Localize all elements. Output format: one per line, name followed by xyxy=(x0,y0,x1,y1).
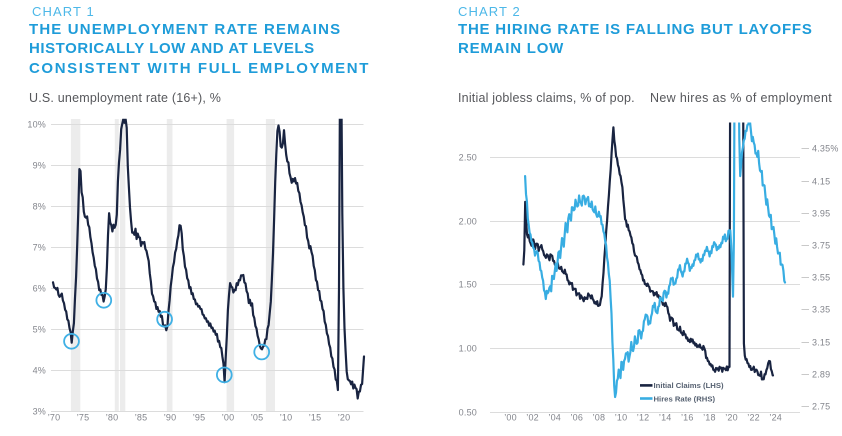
svg-text:’20: ’20 xyxy=(338,413,351,423)
svg-text:5%: 5% xyxy=(33,325,46,335)
svg-text:Hires Rate (RHS): Hires Rate (RHS) xyxy=(654,394,716,403)
svg-text:4.35%: 4.35% xyxy=(812,144,839,154)
svg-text:3.15: 3.15 xyxy=(812,338,830,348)
svg-text:’04: ’04 xyxy=(548,413,561,423)
svg-text:’00: ’00 xyxy=(504,413,517,423)
svg-text:Initial Claims (LHS): Initial Claims (LHS) xyxy=(654,381,724,390)
svg-text:3%: 3% xyxy=(33,407,46,417)
svg-text:’70: ’70 xyxy=(48,413,61,423)
svg-text:8%: 8% xyxy=(33,202,46,212)
svg-text:’22: ’22 xyxy=(747,413,760,423)
svg-text:’24: ’24 xyxy=(769,413,782,423)
svg-text:1.00: 1.00 xyxy=(459,344,477,354)
svg-text:’20: ’20 xyxy=(725,413,738,423)
svg-text:9%: 9% xyxy=(33,161,46,171)
svg-text:’10: ’10 xyxy=(280,413,293,423)
svg-text:’80: ’80 xyxy=(106,413,119,423)
svg-text:’16: ’16 xyxy=(681,413,694,423)
svg-text:’10: ’10 xyxy=(615,413,628,423)
svg-text:2.00: 2.00 xyxy=(459,217,477,227)
svg-text:10%: 10% xyxy=(27,120,46,130)
svg-text:’00: ’00 xyxy=(222,413,235,423)
svg-text:’85: ’85 xyxy=(135,413,148,423)
svg-text:’75: ’75 xyxy=(77,413,90,423)
svg-text:’18: ’18 xyxy=(703,413,716,423)
svg-text:’90: ’90 xyxy=(164,413,177,423)
svg-text:3.75: 3.75 xyxy=(812,241,830,251)
svg-text:’12: ’12 xyxy=(637,413,650,423)
svg-text:’95: ’95 xyxy=(193,413,206,423)
svg-text:’06: ’06 xyxy=(570,413,583,423)
svg-text:3.95: 3.95 xyxy=(812,209,830,219)
svg-text:’15: ’15 xyxy=(309,413,322,423)
svg-text:3.55: 3.55 xyxy=(812,273,830,283)
svg-text:’14: ’14 xyxy=(659,413,672,423)
svg-text:4%: 4% xyxy=(33,366,46,376)
svg-text:6%: 6% xyxy=(33,284,46,294)
svg-text:1.50: 1.50 xyxy=(459,280,477,290)
svg-text:2.89: 2.89 xyxy=(812,370,830,380)
svg-text:0.50: 0.50 xyxy=(459,408,477,418)
svg-text:7%: 7% xyxy=(33,243,46,253)
svg-text:4.15: 4.15 xyxy=(812,177,830,187)
svg-text:’05: ’05 xyxy=(251,413,264,423)
svg-text:2.75: 2.75 xyxy=(812,402,830,412)
svg-text:’02: ’02 xyxy=(526,413,539,423)
svg-text:’08: ’08 xyxy=(593,413,606,423)
svg-text:3.35: 3.35 xyxy=(812,305,830,315)
svg-text:2.50: 2.50 xyxy=(459,153,477,163)
